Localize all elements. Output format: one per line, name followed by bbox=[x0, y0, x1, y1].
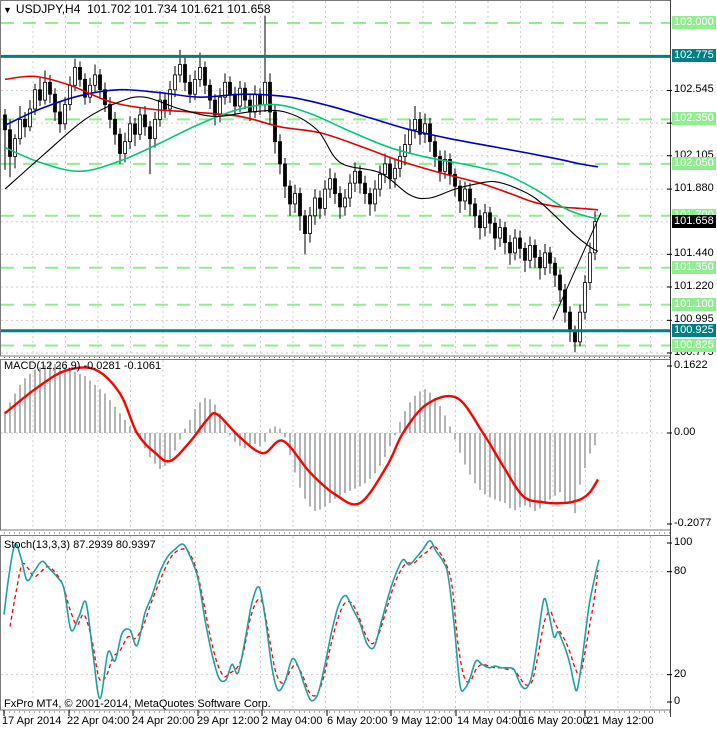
date-axis-label: 24 Apr 20:00 bbox=[132, 715, 195, 727]
date-axis-label: 9 May 12:00 bbox=[392, 715, 453, 727]
price-axis-label: 102.775 bbox=[672, 49, 716, 63]
price-axis-label: 101.100 bbox=[672, 297, 716, 311]
stoch-scale-label: 80 bbox=[674, 564, 687, 577]
macd-scale-label: 0.1622 bbox=[674, 359, 708, 371]
price-axis-label: 103.000 bbox=[672, 16, 716, 29]
date-axis-label: 6 May 20:00 bbox=[327, 715, 388, 727]
price-axis-label: 102.050 bbox=[672, 156, 716, 170]
date-axis-label: 29 Apr 12:00 bbox=[197, 715, 260, 727]
date-axis-label: 21 May 12:00 bbox=[587, 715, 654, 727]
date-axis-label: 16 May 20:00 bbox=[522, 715, 589, 727]
price-axis-label: 101.658 bbox=[672, 215, 716, 229]
ohlc-values: 101.702 101.734 101.621 101.658 bbox=[87, 2, 271, 16]
price-axis-label: 101.220 bbox=[674, 279, 714, 292]
macd-scale-label: -0.2077 bbox=[674, 517, 712, 529]
symbol-period-label: USDJPY,H4 bbox=[15, 2, 81, 16]
copyright-text: FxPro MT4, © 2001-2014, MetaQuotes Softw… bbox=[4, 698, 271, 710]
price-axis-label: 102.545 bbox=[674, 83, 714, 96]
date-axis-label: 17 Apr 2014 bbox=[2, 715, 62, 727]
macd-scale-label: 0.00 bbox=[674, 426, 696, 438]
stoch-scale-label: 20 bbox=[674, 667, 687, 680]
stoch-indicator-label: Stoch(13,3,3) 87.2939 80.9397 bbox=[4, 539, 156, 551]
price-axis-label: 100.995 bbox=[674, 313, 714, 326]
price-axis-label: 101.880 bbox=[674, 182, 714, 195]
date-axis-label: 2 May 04:00 bbox=[262, 715, 323, 727]
chart-title: ▼ USDJPY,H4 101.702 101.734 101.621 101.6… bbox=[3, 2, 271, 16]
price-axis-label: 100.825 bbox=[672, 338, 716, 352]
price-axis-label: 102.350 bbox=[672, 112, 716, 126]
price-axis-label: 101.350 bbox=[672, 260, 716, 274]
stoch-scale-label: 100 bbox=[674, 536, 693, 548]
price-axis-label: 101.440 bbox=[674, 247, 714, 260]
date-axis-label: 14 May 04:00 bbox=[457, 715, 524, 727]
price-axis-label: 100.925 bbox=[672, 323, 716, 337]
stoch-scale-label: 0 bbox=[674, 695, 681, 707]
macd-indicator-label: MACD(12,26,9) -0.0281 -0.1061 bbox=[4, 360, 162, 372]
symbol-dropdown-icon[interactable]: ▼ bbox=[3, 5, 12, 15]
date-axis-label: 22 Apr 04:00 bbox=[67, 715, 130, 727]
